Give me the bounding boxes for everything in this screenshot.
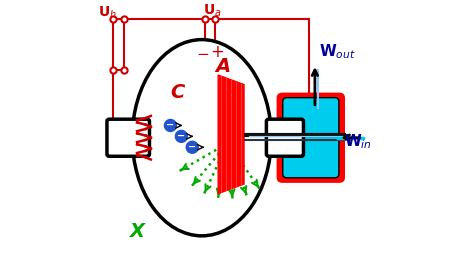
Text: $\mathbf{U}_h$: $\mathbf{U}_h$ [98, 4, 117, 21]
Text: −: − [197, 47, 210, 62]
Text: $\mathbf{U}_a$: $\mathbf{U}_a$ [203, 3, 222, 19]
Text: −: − [166, 120, 174, 130]
FancyBboxPatch shape [266, 119, 303, 156]
Text: $\mathbf{W}_{out}$: $\mathbf{W}_{out}$ [319, 42, 356, 61]
Text: C: C [170, 83, 185, 102]
Text: A: A [215, 57, 231, 76]
Circle shape [186, 141, 198, 153]
Ellipse shape [132, 40, 271, 236]
Text: $\mathbf{W}_{in}$: $\mathbf{W}_{in}$ [343, 132, 371, 151]
Circle shape [165, 119, 176, 132]
Text: X: X [129, 222, 144, 241]
Circle shape [175, 130, 187, 142]
Text: −: − [177, 130, 185, 141]
Text: +: + [210, 43, 224, 61]
FancyBboxPatch shape [277, 93, 344, 182]
Polygon shape [218, 75, 244, 194]
Text: −: − [188, 141, 197, 152]
FancyBboxPatch shape [107, 119, 150, 156]
FancyBboxPatch shape [283, 98, 339, 178]
